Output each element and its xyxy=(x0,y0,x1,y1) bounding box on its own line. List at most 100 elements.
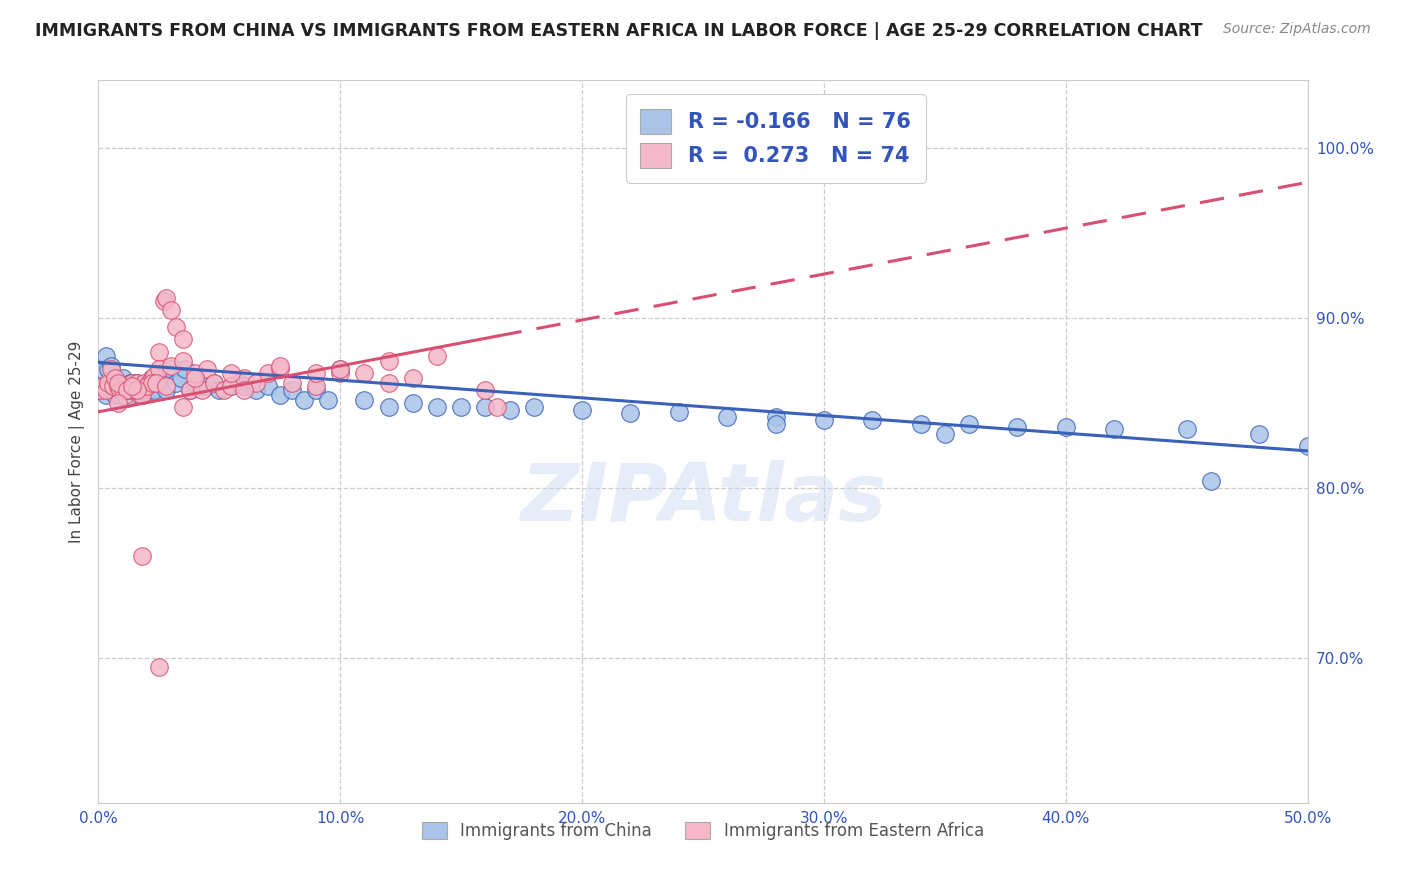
Point xyxy=(134,376,156,390)
Point xyxy=(228,376,250,390)
Point xyxy=(131,388,153,402)
Point xyxy=(256,379,278,393)
Point xyxy=(232,383,254,397)
Point xyxy=(474,400,496,414)
Point xyxy=(934,426,956,441)
Point xyxy=(127,376,149,390)
Text: Source: ZipAtlas.com: Source: ZipAtlas.com xyxy=(1223,22,1371,37)
Point xyxy=(160,359,183,373)
Point xyxy=(191,383,214,397)
Point xyxy=(127,376,149,390)
Point xyxy=(498,403,520,417)
Point xyxy=(426,349,449,363)
Point xyxy=(148,376,170,390)
Point xyxy=(305,383,328,397)
Point xyxy=(124,376,146,390)
Point xyxy=(127,383,149,397)
Point xyxy=(108,383,131,397)
Point xyxy=(305,366,328,380)
Point xyxy=(179,383,201,397)
Point xyxy=(329,362,352,376)
Point xyxy=(155,379,177,393)
Point xyxy=(114,388,136,402)
Point xyxy=(118,383,141,397)
Point xyxy=(486,400,509,414)
Point xyxy=(97,376,120,390)
Point xyxy=(121,376,143,390)
Point xyxy=(377,353,399,368)
Point xyxy=(117,383,139,397)
Point xyxy=(269,359,291,373)
Point xyxy=(179,383,201,397)
Point xyxy=(138,383,160,397)
Point xyxy=(377,400,399,414)
Point xyxy=(172,400,194,414)
Point xyxy=(765,417,787,431)
Point xyxy=(269,362,291,376)
Point xyxy=(104,388,127,402)
Point xyxy=(117,391,139,405)
Point xyxy=(101,379,124,393)
Point xyxy=(172,332,194,346)
Point xyxy=(1249,426,1271,441)
Point xyxy=(1054,420,1077,434)
Point xyxy=(108,388,131,402)
Point xyxy=(131,549,153,564)
Point xyxy=(474,383,496,397)
Point xyxy=(1175,422,1198,436)
Point xyxy=(100,359,122,373)
Point xyxy=(172,353,194,368)
Point xyxy=(221,366,243,380)
Point xyxy=(212,383,235,397)
Point xyxy=(134,379,156,393)
Point xyxy=(165,376,187,390)
Point xyxy=(269,388,291,402)
Text: ZIPAtlas: ZIPAtlas xyxy=(520,460,886,539)
Point xyxy=(148,660,170,674)
Point xyxy=(128,388,150,402)
Point xyxy=(860,413,883,427)
Point xyxy=(281,383,304,397)
Point xyxy=(169,371,191,385)
Point xyxy=(1199,475,1222,489)
Point xyxy=(141,376,163,390)
Point xyxy=(128,383,150,397)
Point xyxy=(131,383,153,397)
Point xyxy=(111,371,134,385)
Point xyxy=(329,366,352,380)
Point xyxy=(208,383,231,397)
Point xyxy=(1007,420,1029,434)
Point xyxy=(165,319,187,334)
Point xyxy=(571,403,593,417)
Point xyxy=(107,379,129,393)
Point xyxy=(117,383,139,397)
Point xyxy=(135,379,157,393)
Point xyxy=(135,379,157,393)
Point xyxy=(101,379,124,393)
Point xyxy=(143,383,166,397)
Point xyxy=(316,392,339,407)
Point xyxy=(245,383,267,397)
Point xyxy=(124,383,146,397)
Point xyxy=(813,413,835,427)
Point xyxy=(204,376,226,390)
Point xyxy=(94,383,117,397)
Point xyxy=(402,396,425,410)
Point xyxy=(124,383,146,397)
Point xyxy=(184,371,207,385)
Point xyxy=(377,376,399,390)
Point xyxy=(148,345,170,359)
Point xyxy=(426,400,449,414)
Point xyxy=(329,362,352,376)
Point xyxy=(188,379,211,393)
Point xyxy=(121,379,143,393)
Point xyxy=(204,376,226,390)
Point xyxy=(104,371,127,385)
Point xyxy=(184,376,207,390)
Point xyxy=(292,392,315,407)
Point xyxy=(94,388,117,402)
Point xyxy=(256,366,278,380)
Point xyxy=(135,379,157,393)
Point xyxy=(232,371,254,385)
Point xyxy=(523,400,546,414)
